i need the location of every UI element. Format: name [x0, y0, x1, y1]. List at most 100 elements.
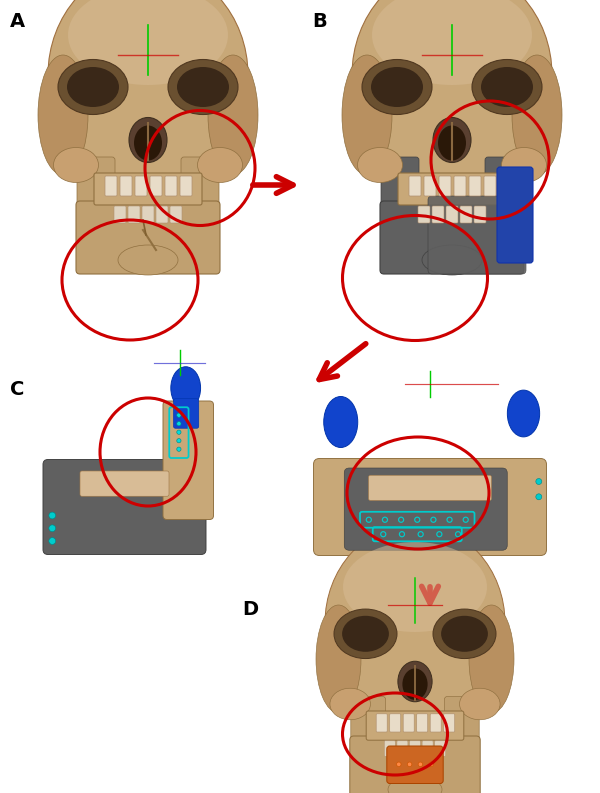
FancyBboxPatch shape [428, 196, 526, 274]
FancyBboxPatch shape [398, 173, 506, 205]
FancyBboxPatch shape [439, 176, 451, 196]
Ellipse shape [325, 524, 505, 722]
FancyBboxPatch shape [422, 741, 433, 757]
Ellipse shape [177, 447, 181, 451]
Ellipse shape [168, 59, 238, 114]
Ellipse shape [129, 117, 167, 163]
Ellipse shape [49, 512, 56, 519]
FancyBboxPatch shape [80, 471, 169, 496]
FancyBboxPatch shape [344, 468, 507, 550]
Ellipse shape [481, 67, 533, 107]
FancyBboxPatch shape [432, 206, 444, 223]
Ellipse shape [177, 430, 181, 435]
Ellipse shape [429, 762, 433, 767]
FancyBboxPatch shape [380, 201, 524, 274]
Ellipse shape [397, 762, 401, 767]
Ellipse shape [177, 413, 181, 417]
FancyBboxPatch shape [94, 173, 202, 205]
FancyBboxPatch shape [351, 696, 386, 761]
FancyBboxPatch shape [114, 206, 126, 223]
Text: A: A [10, 12, 25, 31]
FancyBboxPatch shape [314, 458, 547, 556]
FancyBboxPatch shape [366, 711, 464, 740]
Ellipse shape [362, 59, 432, 114]
Ellipse shape [67, 67, 119, 107]
FancyBboxPatch shape [173, 399, 199, 428]
FancyBboxPatch shape [445, 696, 479, 761]
Ellipse shape [371, 67, 423, 107]
FancyBboxPatch shape [376, 714, 387, 732]
FancyBboxPatch shape [416, 714, 428, 732]
FancyBboxPatch shape [156, 206, 168, 223]
FancyBboxPatch shape [170, 206, 182, 223]
FancyBboxPatch shape [368, 475, 491, 500]
FancyBboxPatch shape [418, 206, 430, 223]
Ellipse shape [372, 0, 532, 85]
FancyBboxPatch shape [77, 157, 115, 228]
Ellipse shape [197, 147, 242, 182]
Ellipse shape [316, 605, 361, 713]
FancyBboxPatch shape [135, 176, 147, 196]
FancyBboxPatch shape [460, 206, 472, 223]
Ellipse shape [536, 494, 542, 500]
Ellipse shape [58, 59, 128, 114]
FancyBboxPatch shape [163, 401, 214, 519]
FancyBboxPatch shape [105, 176, 117, 196]
Ellipse shape [441, 616, 488, 652]
FancyBboxPatch shape [385, 741, 395, 757]
Ellipse shape [343, 542, 487, 632]
FancyBboxPatch shape [142, 206, 154, 223]
Ellipse shape [134, 125, 162, 160]
FancyBboxPatch shape [485, 157, 523, 228]
FancyBboxPatch shape [454, 176, 466, 196]
Ellipse shape [388, 776, 442, 793]
Ellipse shape [324, 396, 358, 447]
FancyBboxPatch shape [381, 157, 419, 228]
Ellipse shape [472, 59, 542, 114]
Text: C: C [10, 380, 25, 399]
Ellipse shape [330, 688, 370, 720]
Ellipse shape [177, 422, 181, 426]
FancyBboxPatch shape [76, 201, 220, 274]
Ellipse shape [171, 366, 200, 409]
Ellipse shape [512, 55, 562, 175]
Ellipse shape [68, 0, 228, 85]
FancyBboxPatch shape [387, 746, 443, 783]
FancyBboxPatch shape [430, 714, 441, 732]
FancyBboxPatch shape [128, 206, 140, 223]
FancyBboxPatch shape [434, 741, 446, 757]
Ellipse shape [460, 688, 500, 720]
FancyBboxPatch shape [165, 176, 177, 196]
Ellipse shape [418, 762, 422, 767]
FancyBboxPatch shape [409, 741, 421, 757]
Ellipse shape [407, 762, 412, 767]
Ellipse shape [177, 67, 229, 107]
Ellipse shape [536, 478, 542, 485]
Text: D: D [242, 600, 258, 619]
Ellipse shape [438, 125, 466, 160]
Ellipse shape [38, 55, 88, 175]
Ellipse shape [422, 245, 482, 275]
Text: B: B [312, 12, 327, 31]
Ellipse shape [177, 439, 181, 442]
FancyBboxPatch shape [390, 714, 401, 732]
Ellipse shape [342, 55, 392, 175]
Ellipse shape [433, 117, 471, 163]
FancyBboxPatch shape [43, 459, 206, 554]
FancyBboxPatch shape [180, 176, 192, 196]
Ellipse shape [342, 616, 389, 652]
FancyBboxPatch shape [350, 736, 480, 793]
FancyBboxPatch shape [397, 741, 408, 757]
Ellipse shape [403, 668, 428, 700]
FancyBboxPatch shape [446, 206, 458, 223]
FancyBboxPatch shape [484, 176, 496, 196]
FancyBboxPatch shape [150, 176, 162, 196]
FancyBboxPatch shape [181, 157, 219, 228]
FancyBboxPatch shape [469, 176, 481, 196]
Ellipse shape [48, 0, 248, 185]
Ellipse shape [334, 609, 397, 658]
FancyBboxPatch shape [409, 176, 421, 196]
FancyBboxPatch shape [424, 176, 436, 196]
FancyBboxPatch shape [120, 176, 132, 196]
Ellipse shape [358, 147, 403, 182]
